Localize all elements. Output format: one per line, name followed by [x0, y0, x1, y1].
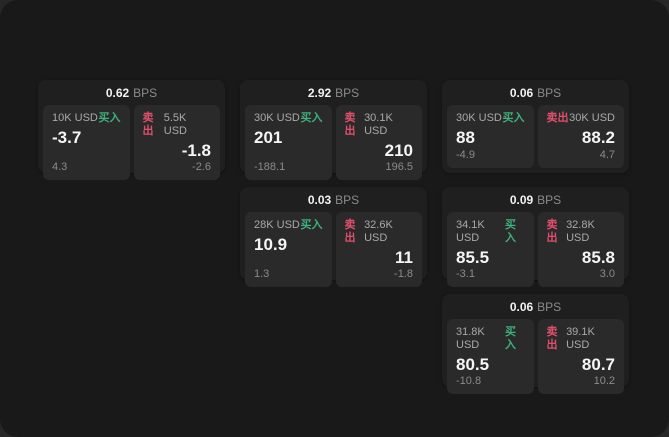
sell-delta: 3.0: [599, 268, 615, 280]
bps-spread-header: 2.92 BPS: [240, 80, 427, 105]
sell-side-label: 卖出: [344, 112, 356, 137]
buy-notional: 31.8K USD: [456, 326, 485, 351]
quote-card-body: 30K USD 买入 201 -188.1 卖出 30.1K USD 210 1…: [240, 105, 427, 185]
sell-notional: 30.1K USD: [364, 112, 393, 137]
sell-price: 80.7: [581, 355, 615, 374]
bps-spread-value: 0.03: [307, 192, 332, 207]
sell-side-label: 卖出: [546, 326, 558, 351]
sell-notional: 32.8K USD: [566, 219, 595, 244]
buy-notional: 34.1K USD: [456, 219, 485, 244]
buy-side-label: 买入: [98, 112, 121, 124]
sell-panel[interactable]: 卖出 32.8K USD 85.8 3.0: [537, 212, 624, 287]
quote-card-body: 10K USD 买入 -3.7 4.3 卖出 5.5K USD -1.8 -2.…: [38, 105, 225, 185]
quote-card: 0.06 BPS 31.8K USD 买入 80.5 -10.8 卖出 39.1…: [442, 294, 629, 394]
sell-price: -1.8: [181, 141, 211, 160]
buy-notional: 30K USD: [254, 112, 300, 124]
buy-side-label: 买入: [504, 326, 516, 351]
buy-price: 201: [254, 128, 283, 147]
buy-notional: 30K USD: [456, 112, 502, 124]
bps-spread-value: 0.09: [509, 192, 534, 207]
bps-spread-header: 0.09 BPS: [442, 187, 629, 212]
bps-unit-label: BPS: [537, 85, 562, 100]
bps-spread-value: 2.92: [307, 85, 332, 100]
sell-side-label: 卖出: [546, 219, 558, 244]
quote-card-grid: 0.62 BPS 10K USD 买入 -3.7 4.3 卖出 5.5K USD…: [38, 80, 629, 394]
bps-unit-label: BPS: [537, 192, 562, 207]
quote-card: 0.09 BPS 34.1K USD 买入 85.5 -3.1 卖出 32.8K…: [442, 187, 629, 287]
buy-price: 88: [456, 128, 475, 147]
bps-spread-value: 0.62: [105, 85, 130, 100]
buy-panel[interactable]: 31.8K USD 买入 80.5 -10.8: [447, 319, 534, 394]
sell-price: 11: [395, 248, 413, 267]
bps-unit-label: BPS: [537, 299, 562, 314]
sell-delta: 4.7: [599, 149, 615, 161]
buy-delta: -188.1: [254, 161, 286, 173]
bps-spread-header: 0.62 BPS: [38, 80, 225, 105]
sell-side-label: 卖出: [142, 112, 154, 137]
buy-side-label: 买入: [502, 112, 525, 124]
sell-panel[interactable]: 卖出 30K USD 88.2 4.7: [537, 105, 624, 168]
bps-spread-value: 0.06: [509, 299, 534, 314]
quote-card-body: 30K USD 买入 88 -4.9 卖出 30K USD 88.2 4.7: [442, 105, 629, 173]
buy-delta: 1.3: [254, 268, 270, 280]
sell-notional: 5.5K USD: [163, 112, 187, 137]
sell-notional: 39.1K USD: [566, 326, 595, 351]
buy-notional: 10K USD: [52, 112, 98, 124]
buy-panel[interactable]: 10K USD 买入 -3.7 4.3: [43, 105, 130, 180]
sell-price: 210: [384, 141, 413, 160]
sell-delta: -2.6: [192, 161, 211, 173]
sell-delta: 196.5: [385, 161, 413, 173]
quote-card-body: 28K USD 买入 10.9 1.3 卖出 32.6K USD 11 -1.8: [240, 212, 427, 292]
bps-spread-header: 0.03 BPS: [240, 187, 427, 212]
sell-panel[interactable]: 卖出 32.6K USD 11 -1.8: [335, 212, 422, 287]
sell-price: 85.8: [581, 248, 615, 267]
buy-price: 80.5: [456, 355, 490, 374]
quote-card: 2.92 BPS 30K USD 买入 201 -188.1 卖出 30.1K …: [240, 80, 427, 180]
sell-panel[interactable]: 卖出 30.1K USD 210 196.5: [335, 105, 422, 180]
buy-price: -3.7: [52, 128, 82, 147]
buy-delta: 4.3: [52, 161, 68, 173]
bps-spread-value: 0.06: [509, 85, 534, 100]
bps-unit-label: BPS: [335, 85, 360, 100]
buy-notional: 28K USD: [254, 219, 300, 231]
sell-side-label: 卖出: [344, 219, 356, 244]
sell-panel[interactable]: 卖出 39.1K USD 80.7 10.2: [537, 319, 624, 394]
buy-price: 10.9: [254, 235, 288, 254]
buy-side-label: 买入: [300, 112, 323, 124]
bps-spread-header: 0.06 BPS: [442, 80, 629, 105]
quote-card: 0.03 BPS 28K USD 买入 10.9 1.3 卖出 32.6K US…: [240, 187, 427, 287]
buy-panel[interactable]: 30K USD 买入 201 -188.1: [245, 105, 332, 180]
quote-card: 0.06 BPS 30K USD 买入 88 -4.9 卖出 30K USD 8…: [442, 80, 629, 173]
buy-delta: -4.9: [456, 149, 475, 161]
buy-side-label: 买入: [504, 219, 516, 244]
buy-delta: -3.1: [456, 268, 475, 280]
sell-notional: 32.6K USD: [364, 219, 393, 244]
buy-panel[interactable]: 30K USD 买入 88 -4.9: [447, 105, 534, 168]
buy-price: 85.5: [456, 248, 490, 267]
sell-price: 88.2: [581, 128, 615, 147]
sell-delta: 10.2: [593, 375, 615, 387]
buy-side-label: 买入: [300, 219, 323, 231]
buy-delta: -10.8: [456, 375, 482, 387]
quote-card-body: 34.1K USD 买入 85.5 -3.1 卖出 32.8K USD 85.8…: [442, 212, 629, 292]
quote-card-body: 31.8K USD 买入 80.5 -10.8 卖出 39.1K USD 80.…: [442, 319, 629, 399]
buy-panel[interactable]: 34.1K USD 买入 85.5 -3.1: [447, 212, 534, 287]
sell-notional: 30K USD: [569, 112, 615, 124]
quote-card: 0.62 BPS 10K USD 买入 -3.7 4.3 卖出 5.5K USD…: [38, 80, 225, 180]
sell-side-label: 卖出: [546, 112, 569, 124]
bps-unit-label: BPS: [133, 85, 158, 100]
sell-panel[interactable]: 卖出 5.5K USD -1.8 -2.6: [133, 105, 220, 180]
sell-delta: -1.8: [394, 268, 413, 280]
buy-panel[interactable]: 28K USD 买入 10.9 1.3: [245, 212, 332, 287]
bps-unit-label: BPS: [335, 192, 360, 207]
bps-spread-header: 0.06 BPS: [442, 294, 629, 319]
